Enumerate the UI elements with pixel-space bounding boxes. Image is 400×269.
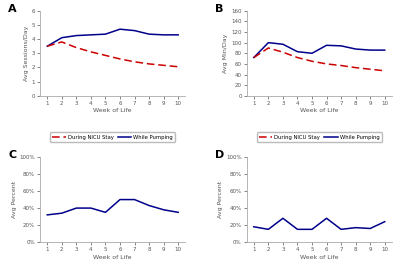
X-axis label: Week of Life: Week of Life: [300, 255, 338, 260]
Y-axis label: Avg Percent: Avg Percent: [218, 181, 223, 218]
Text: D: D: [214, 150, 224, 160]
Text: C: C: [8, 150, 16, 160]
Legend: During NICU Stay, While Pumping: During NICU Stay, While Pumping: [257, 132, 382, 142]
X-axis label: Week of Life: Week of Life: [94, 255, 132, 260]
X-axis label: Week of Life: Week of Life: [94, 108, 132, 114]
Legend: During NICU Stay, While Pumping: During NICU Stay, While Pumping: [50, 132, 175, 142]
Y-axis label: Avg Min/Day: Avg Min/Day: [224, 34, 228, 73]
Text: B: B: [214, 4, 223, 14]
X-axis label: Week of Life: Week of Life: [300, 108, 338, 114]
Y-axis label: Avg Percent: Avg Percent: [12, 181, 17, 218]
Text: A: A: [8, 4, 17, 14]
Y-axis label: Avg Sessions/Day: Avg Sessions/Day: [24, 26, 29, 81]
